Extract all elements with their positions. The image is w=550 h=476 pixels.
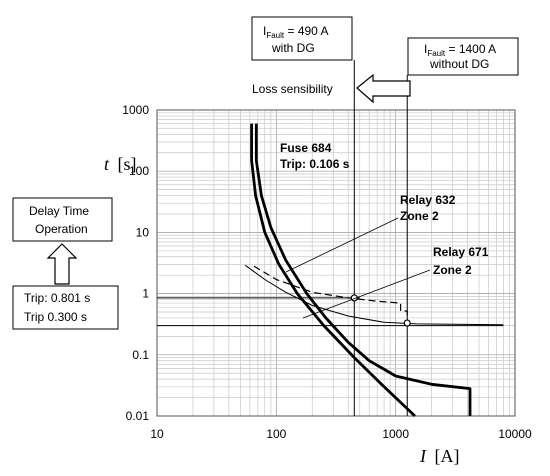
relay632-label-2: Zone 2: [400, 209, 439, 223]
fault-lines: [353, 60, 408, 416]
series-relay_671: [245, 264, 504, 326]
x-tick-label: 10: [150, 427, 164, 441]
loss-arrow-icon: [356, 73, 411, 104]
relay671-label-2: Zone 2: [433, 263, 472, 277]
y-tick-label: 0.01: [126, 409, 150, 423]
leader-relay671: [302, 269, 431, 319]
series-fuse_min: [250, 123, 416, 418]
fuse-label-1: Fuse 684: [280, 141, 332, 155]
relay671-label-1: Relay 671: [433, 245, 489, 259]
x-tick-label: 1000: [382, 427, 409, 441]
leader-relay632: [285, 217, 399, 273]
plot-frame: [156, 109, 516, 417]
series-layer: [157, 123, 504, 418]
x-tick-label: 10000: [498, 427, 532, 441]
fault-with-dg-box: IFault = 490 A with DG: [251, 16, 353, 61]
svg-text:Trip 0.300 s: Trip 0.300 s: [24, 310, 87, 324]
delay-time-box: Delay Time Operation: [12, 197, 113, 242]
svg-text:Trip: 0.801 s: Trip: 0.801 s: [24, 291, 90, 305]
y-tick-label: 1000: [122, 103, 149, 117]
y-tick-label: 0.1: [132, 348, 149, 362]
series-relay_632: [253, 265, 408, 324]
fault-without-dg-box: IFault = 1400 A without DG: [407, 37, 519, 76]
relay632-label-1: Relay 632: [400, 193, 456, 207]
delay-up-arrow-icon: [46, 243, 78, 285]
x-axis-title: I [A]: [419, 446, 460, 466]
marker-2: [403, 319, 411, 327]
y-tick-label: 10: [136, 225, 150, 239]
svg-text:with DG: with DG: [271, 41, 315, 55]
loss-sensibility-label: Loss sensibility: [252, 82, 333, 96]
fuse-label-2: Trip: 0.106 s: [280, 157, 350, 171]
svg-text:Delay Time: Delay Time: [29, 204, 89, 218]
y-tick-label: 100: [129, 164, 149, 178]
svg-text:without DG: without DG: [429, 57, 489, 71]
trip-box: Trip: 0.801 s Trip 0.300 s: [12, 285, 119, 330]
y-axis-title: t [s]: [104, 154, 137, 174]
series-fuse_max: [254, 123, 472, 416]
x-tick-label: 100: [266, 427, 286, 441]
svg-text:IFault = 1400 A: IFault = 1400 A: [424, 42, 496, 58]
ticks: 10 100 1000 10000 1000 100 10 1 0.1 0.01: [122, 103, 532, 441]
svg-text:IFault = 490 A: IFault = 490 A: [263, 24, 329, 40]
y-tick-label: 1: [142, 287, 149, 301]
svg-text:Operation: Operation: [35, 222, 88, 236]
